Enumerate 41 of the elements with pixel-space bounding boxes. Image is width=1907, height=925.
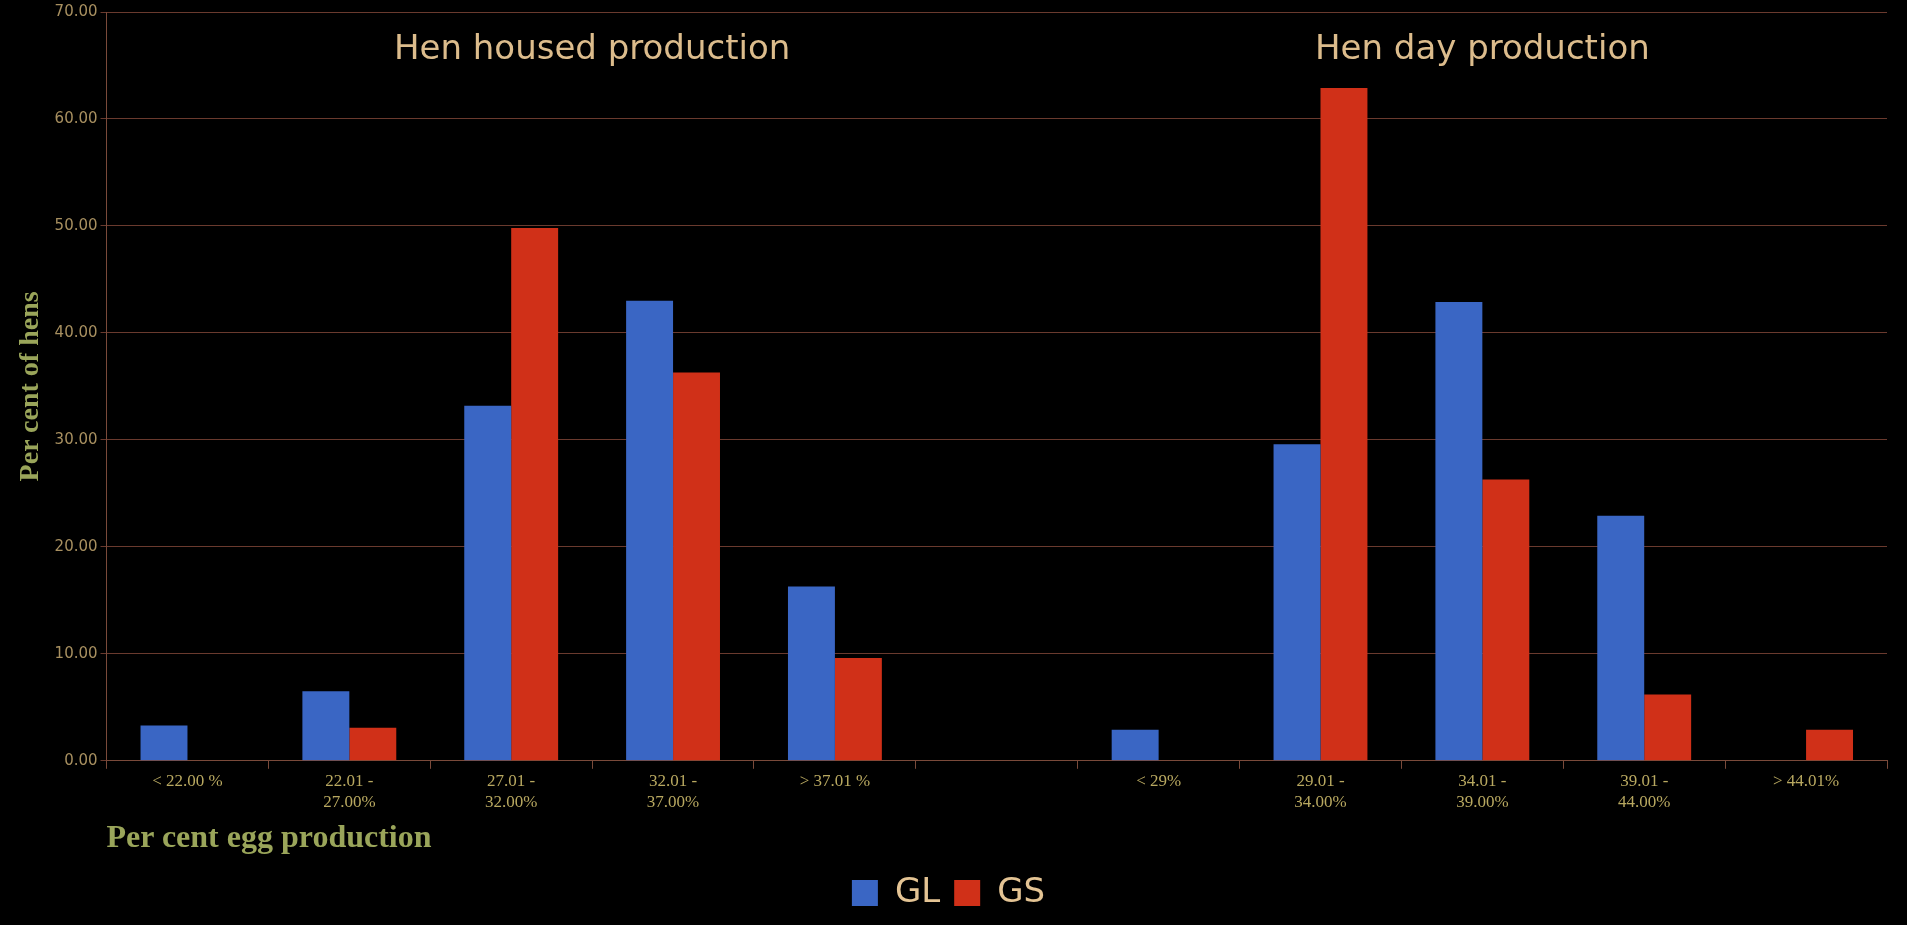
bar <box>302 691 350 761</box>
y-tick-label: 10.00 <box>54 643 98 662</box>
bar <box>1482 479 1530 761</box>
bar <box>673 372 720 761</box>
bar <box>1320 87 1368 761</box>
x-tick-label: < 22.00 % <box>152 771 223 791</box>
bar <box>1435 301 1483 761</box>
x-tick-label: 27.01 - 32.00% <box>484 771 538 811</box>
x-axis-title: Per cent egg production <box>106 818 432 855</box>
x-tick-label: > 44.01% <box>1772 771 1840 791</box>
bar <box>349 727 397 761</box>
y-tick-label: 40.00 <box>54 322 98 341</box>
annotation: Hen housed production <box>393 26 791 67</box>
x-tick-label: 34.01 - 39.00% <box>1456 771 1509 811</box>
y-tick-label: 20.00 <box>54 536 98 555</box>
bar <box>511 228 559 761</box>
y-tick-label: 0.00 <box>64 750 98 769</box>
bar <box>1111 729 1159 761</box>
bar <box>1273 444 1321 761</box>
bar <box>834 658 882 761</box>
annotation: Hen day production <box>1314 26 1650 67</box>
x-tick-label: < 29% <box>1136 771 1182 791</box>
y-tick-label: 70.00 <box>54 1 98 20</box>
bar <box>1806 729 1854 761</box>
x-tick-label: > 37.01 % <box>799 771 871 791</box>
bar <box>626 300 674 761</box>
bar <box>140 725 188 761</box>
bar <box>464 405 512 761</box>
y-tick-label: 60.00 <box>54 108 98 127</box>
bar <box>787 586 835 761</box>
y-axis-title: Per cent of hens <box>13 291 45 482</box>
y-tick-label: 50.00 <box>54 215 98 234</box>
y-tick-label: 30.00 <box>54 429 98 448</box>
x-tick-label: 39.01 - 44.00% <box>1618 771 1671 811</box>
x-tick-label: 22.01 - 27.00% <box>323 771 376 811</box>
x-tick-label: 32.01 - 37.00% <box>646 771 700 811</box>
legend-label: GL <box>894 869 941 910</box>
x-tick-label: 29.01 - 34.00% <box>1294 771 1347 811</box>
bar <box>1644 694 1692 761</box>
bar <box>1597 515 1645 761</box>
legend-label: GS <box>997 869 1046 910</box>
